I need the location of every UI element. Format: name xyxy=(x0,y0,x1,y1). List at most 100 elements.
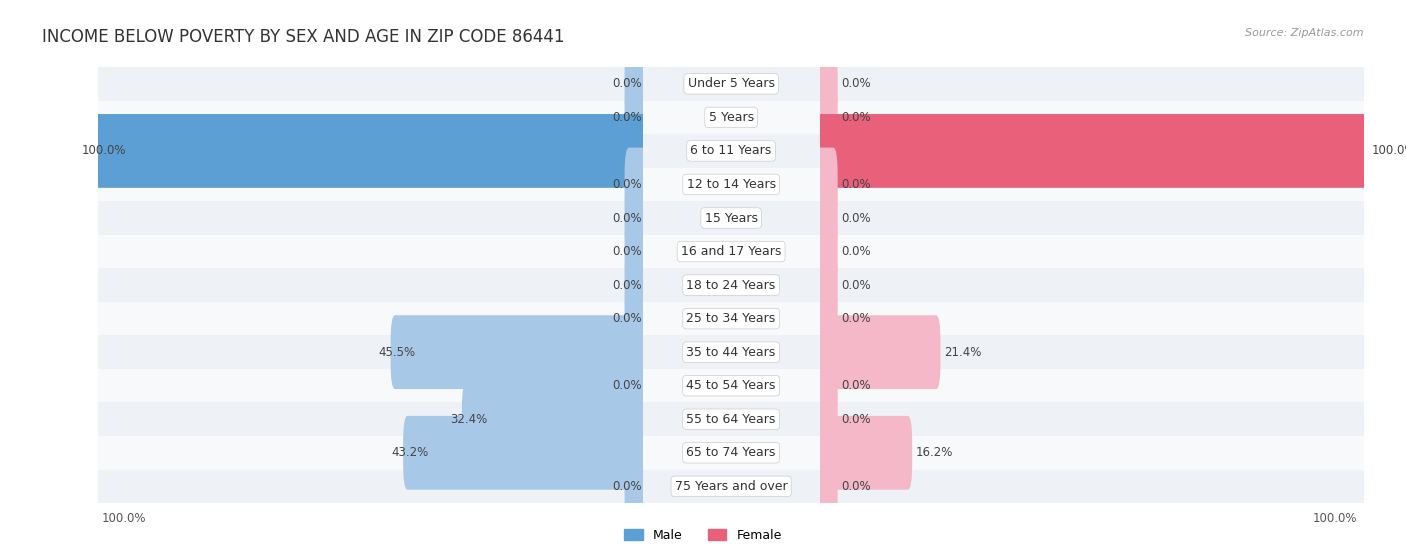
Text: 55 to 64 Years: 55 to 64 Years xyxy=(686,413,776,426)
Text: 25 to 34 Years: 25 to 34 Years xyxy=(686,312,776,325)
FancyBboxPatch shape xyxy=(463,382,647,456)
Text: 0.0%: 0.0% xyxy=(613,111,643,124)
Bar xyxy=(820,268,1364,302)
Text: 6 to 11 Years: 6 to 11 Years xyxy=(690,144,772,158)
Text: 0.0%: 0.0% xyxy=(841,379,872,392)
Bar xyxy=(643,134,820,168)
Bar xyxy=(643,235,820,268)
Bar xyxy=(820,335,1364,369)
Text: 0.0%: 0.0% xyxy=(613,379,643,392)
Bar xyxy=(98,67,643,101)
Bar xyxy=(820,201,1364,235)
Text: 100.0%: 100.0% xyxy=(101,513,146,525)
Bar xyxy=(643,201,820,235)
Text: 45 to 54 Years: 45 to 54 Years xyxy=(686,379,776,392)
Text: 21.4%: 21.4% xyxy=(945,345,981,359)
Legend: Male, Female: Male, Female xyxy=(619,524,787,547)
Text: 0.0%: 0.0% xyxy=(841,312,872,325)
Text: 0.0%: 0.0% xyxy=(841,77,872,91)
FancyBboxPatch shape xyxy=(624,47,647,121)
Text: 0.0%: 0.0% xyxy=(841,278,872,292)
Bar xyxy=(643,268,820,302)
Text: 0.0%: 0.0% xyxy=(613,77,643,91)
Text: 0.0%: 0.0% xyxy=(613,245,643,258)
Bar xyxy=(98,402,643,436)
FancyBboxPatch shape xyxy=(815,114,1368,188)
FancyBboxPatch shape xyxy=(815,416,912,490)
FancyBboxPatch shape xyxy=(815,382,838,456)
FancyBboxPatch shape xyxy=(624,181,647,255)
Text: 12 to 14 Years: 12 to 14 Years xyxy=(686,178,776,191)
Bar xyxy=(820,436,1364,470)
Text: 100.0%: 100.0% xyxy=(82,144,127,158)
Text: 5 Years: 5 Years xyxy=(709,111,754,124)
FancyBboxPatch shape xyxy=(815,80,838,154)
Text: 0.0%: 0.0% xyxy=(613,178,643,191)
FancyBboxPatch shape xyxy=(815,47,838,121)
Bar xyxy=(820,67,1364,101)
Text: 0.0%: 0.0% xyxy=(613,480,643,493)
Bar xyxy=(98,201,643,235)
FancyBboxPatch shape xyxy=(94,114,647,188)
Bar xyxy=(820,470,1364,503)
FancyBboxPatch shape xyxy=(815,181,838,255)
Bar xyxy=(643,302,820,335)
Text: INCOME BELOW POVERTY BY SEX AND AGE IN ZIP CODE 86441: INCOME BELOW POVERTY BY SEX AND AGE IN Z… xyxy=(42,28,565,46)
Text: 0.0%: 0.0% xyxy=(613,312,643,325)
Text: 32.4%: 32.4% xyxy=(450,413,486,426)
FancyBboxPatch shape xyxy=(624,148,647,221)
Bar xyxy=(820,134,1364,168)
Bar xyxy=(98,470,643,503)
Text: 0.0%: 0.0% xyxy=(613,278,643,292)
Text: 100.0%: 100.0% xyxy=(1312,513,1357,525)
Bar xyxy=(820,402,1364,436)
Bar xyxy=(820,369,1364,402)
FancyBboxPatch shape xyxy=(624,248,647,322)
Bar xyxy=(98,268,643,302)
Bar xyxy=(820,302,1364,335)
Text: 15 Years: 15 Years xyxy=(704,211,758,225)
Text: 35 to 44 Years: 35 to 44 Years xyxy=(686,345,776,359)
Bar xyxy=(98,168,643,201)
FancyBboxPatch shape xyxy=(624,349,647,423)
FancyBboxPatch shape xyxy=(624,80,647,154)
Text: 0.0%: 0.0% xyxy=(613,211,643,225)
Text: 18 to 24 Years: 18 to 24 Years xyxy=(686,278,776,292)
Bar xyxy=(98,235,643,268)
Text: 0.0%: 0.0% xyxy=(841,211,872,225)
Bar xyxy=(98,302,643,335)
Text: 0.0%: 0.0% xyxy=(841,178,872,191)
Bar xyxy=(643,436,820,470)
Bar xyxy=(820,235,1364,268)
Bar xyxy=(643,402,820,436)
Text: Under 5 Years: Under 5 Years xyxy=(688,77,775,91)
Text: 45.5%: 45.5% xyxy=(378,345,416,359)
Bar xyxy=(643,101,820,134)
Text: 0.0%: 0.0% xyxy=(841,480,872,493)
FancyBboxPatch shape xyxy=(624,215,647,288)
FancyBboxPatch shape xyxy=(815,315,941,389)
Bar xyxy=(643,369,820,402)
Text: 0.0%: 0.0% xyxy=(841,413,872,426)
FancyBboxPatch shape xyxy=(815,349,838,423)
Text: Source: ZipAtlas.com: Source: ZipAtlas.com xyxy=(1246,28,1364,38)
Text: 43.2%: 43.2% xyxy=(391,446,429,459)
Text: 0.0%: 0.0% xyxy=(841,245,872,258)
FancyBboxPatch shape xyxy=(815,215,838,288)
Bar xyxy=(98,335,643,369)
Bar xyxy=(643,168,820,201)
FancyBboxPatch shape xyxy=(624,449,647,523)
Text: 65 to 74 Years: 65 to 74 Years xyxy=(686,446,776,459)
FancyBboxPatch shape xyxy=(404,416,647,490)
FancyBboxPatch shape xyxy=(815,248,838,322)
Bar xyxy=(643,470,820,503)
Text: 16.2%: 16.2% xyxy=(915,446,953,459)
Text: 75 Years and over: 75 Years and over xyxy=(675,480,787,493)
Bar xyxy=(98,369,643,402)
FancyBboxPatch shape xyxy=(815,449,838,523)
FancyBboxPatch shape xyxy=(815,148,838,221)
Bar xyxy=(820,168,1364,201)
Text: 0.0%: 0.0% xyxy=(841,111,872,124)
FancyBboxPatch shape xyxy=(624,282,647,356)
Bar xyxy=(98,134,643,168)
